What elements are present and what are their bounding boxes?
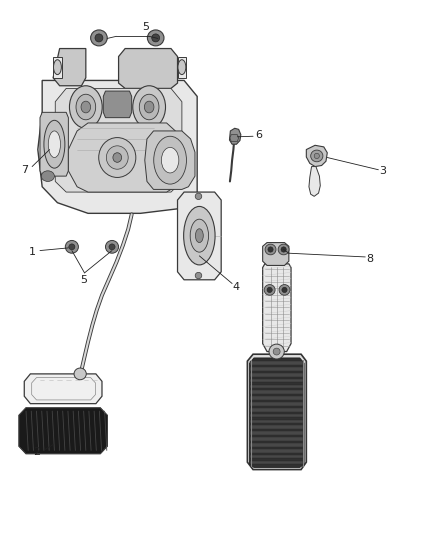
Text: 2: 2 [33,447,40,456]
Polygon shape [53,49,86,86]
Text: 5: 5 [142,22,149,33]
Polygon shape [145,131,195,189]
Ellipse shape [178,60,186,75]
Polygon shape [251,419,303,423]
Ellipse shape [106,240,119,253]
Polygon shape [230,135,239,142]
Polygon shape [250,358,304,467]
Ellipse shape [195,229,203,243]
Ellipse shape [281,247,286,252]
Ellipse shape [99,138,136,177]
Ellipse shape [152,34,159,42]
Ellipse shape [269,344,284,359]
Ellipse shape [69,244,75,250]
Text: 6: 6 [255,130,262,140]
Ellipse shape [95,34,103,42]
Polygon shape [251,402,303,406]
Polygon shape [251,461,303,464]
Polygon shape [177,192,221,280]
Ellipse shape [139,94,159,120]
Polygon shape [24,374,102,403]
Ellipse shape [184,206,215,265]
Ellipse shape [65,240,78,253]
Polygon shape [251,373,303,376]
Ellipse shape [264,285,275,295]
Polygon shape [251,443,303,447]
Polygon shape [103,91,132,118]
Polygon shape [119,49,177,88]
Ellipse shape [311,150,323,162]
Polygon shape [251,425,303,429]
Polygon shape [53,56,62,78]
Polygon shape [251,396,303,400]
Polygon shape [251,361,303,365]
Text: 3: 3 [379,166,386,176]
Ellipse shape [278,244,289,255]
Ellipse shape [41,171,54,181]
Ellipse shape [268,247,273,252]
Polygon shape [230,128,241,144]
Ellipse shape [273,348,280,355]
Polygon shape [251,431,303,435]
Ellipse shape [44,120,65,168]
Polygon shape [251,367,303,370]
Ellipse shape [154,136,187,184]
Ellipse shape [190,219,208,252]
Ellipse shape [81,101,91,113]
Polygon shape [263,264,291,352]
Polygon shape [306,146,327,166]
Ellipse shape [282,287,287,293]
Polygon shape [251,390,303,394]
Polygon shape [251,449,303,453]
Polygon shape [251,437,303,441]
Ellipse shape [48,131,60,158]
Ellipse shape [113,153,122,163]
Text: 5: 5 [80,275,87,285]
Polygon shape [177,56,186,78]
Ellipse shape [265,244,276,255]
Ellipse shape [267,287,272,293]
Ellipse shape [148,30,164,46]
Ellipse shape [145,101,154,113]
Ellipse shape [109,244,115,250]
Ellipse shape [106,146,128,169]
Polygon shape [68,123,182,192]
Ellipse shape [279,285,290,295]
Polygon shape [251,414,303,417]
Ellipse shape [161,148,179,173]
Polygon shape [40,112,68,176]
Text: 4: 4 [232,282,239,292]
Ellipse shape [195,193,202,199]
Polygon shape [251,378,303,382]
Ellipse shape [53,60,61,75]
Polygon shape [251,455,303,458]
Ellipse shape [74,368,86,379]
Ellipse shape [70,86,102,128]
Ellipse shape [76,94,95,120]
Text: 8: 8 [366,254,373,263]
Ellipse shape [91,30,107,46]
Polygon shape [38,80,197,213]
Ellipse shape [195,272,202,279]
Ellipse shape [133,86,166,128]
Polygon shape [19,408,107,454]
Polygon shape [251,408,303,411]
Polygon shape [251,384,303,388]
Polygon shape [55,88,182,192]
Ellipse shape [314,154,319,159]
Text: 7: 7 [21,165,28,175]
Polygon shape [309,166,320,196]
Polygon shape [247,354,306,470]
Polygon shape [263,243,289,265]
Text: 1: 1 [28,247,35,256]
